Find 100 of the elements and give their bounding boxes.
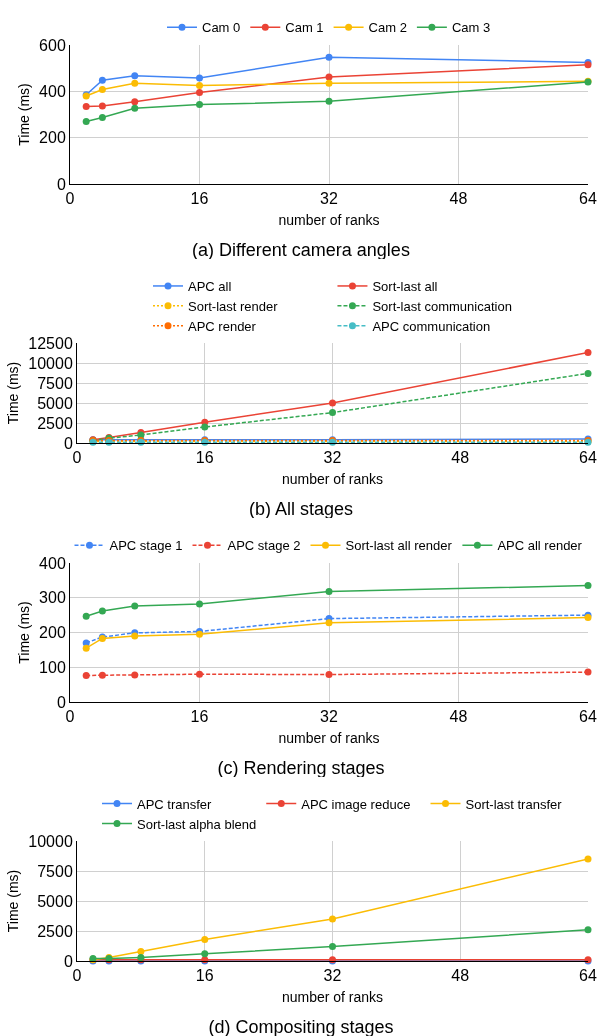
x-axis-title: number of ranks (278, 729, 380, 746)
x-tick-label: 48 (449, 708, 468, 726)
legend-label: Sort-last all render (345, 538, 453, 554)
point (98, 607, 106, 615)
y-tick-label: 200 (39, 129, 66, 147)
x-tick-label: 32 (323, 967, 342, 985)
y-tick-label: 7500 (37, 374, 73, 392)
legend-label: APC transfer (137, 796, 213, 812)
y-tick-label: 600 (39, 36, 66, 54)
y-tick-label: 400 (39, 82, 66, 100)
point (131, 104, 139, 112)
legend-label: Sort-last render (188, 298, 279, 314)
legend-label: Cam 1 (285, 20, 324, 36)
x-tick-label: 48 (451, 449, 470, 467)
point (196, 82, 203, 90)
point (131, 602, 139, 610)
point (98, 671, 106, 679)
x-axis-title: number of ranks (278, 211, 380, 228)
y-axis-title: Time (ms) (4, 869, 21, 933)
legend-label: Cam 2 (368, 20, 407, 36)
point (196, 88, 203, 96)
point (98, 76, 106, 84)
point (196, 670, 203, 678)
point (325, 79, 333, 87)
legend-label: APC image reduce (301, 796, 411, 812)
x-tick-label: 64 (579, 967, 597, 985)
x-tick-label: 16 (190, 708, 209, 726)
y-tick-label: 5000 (37, 892, 73, 910)
legend-label: Sort-last all (372, 279, 438, 295)
x-tick-label: 32 (323, 449, 342, 467)
y-axis-title: Time (ms) (15, 83, 32, 146)
point (137, 947, 145, 955)
point (131, 98, 139, 106)
y-tick-label: 2500 (37, 414, 73, 432)
x-tick-label: 64 (579, 449, 597, 467)
legend-label: Cam 0 (202, 20, 241, 36)
x-tick-label: 16 (195, 967, 214, 985)
legend-label: APC all (188, 279, 232, 295)
legend-label: Sort-last transfer (465, 796, 563, 812)
point (325, 53, 333, 61)
point (329, 399, 336, 407)
point (584, 349, 592, 357)
point (82, 102, 90, 110)
legend-label: APC stage 2 (227, 538, 301, 554)
legend-label: Sort-last communication (372, 298, 512, 314)
legend-label: APC render (188, 318, 257, 334)
x-tick-label: 64 (579, 708, 597, 726)
y-tick-label: 2500 (37, 922, 73, 940)
point (584, 582, 592, 590)
y-tick-label: 400 (39, 554, 66, 572)
point (196, 600, 203, 608)
point (325, 671, 333, 679)
y-tick-label: 200 (39, 624, 66, 642)
point (131, 79, 139, 87)
y-axis-title: Time (ms) (15, 601, 32, 664)
x-tick-label: 16 (190, 190, 209, 208)
point (131, 671, 139, 679)
point (131, 72, 139, 80)
point (82, 612, 90, 620)
y-tick-label: 0 (63, 952, 73, 970)
legend-label: APC stage 1 (109, 538, 183, 554)
point (325, 97, 333, 105)
x-axis-title: number of ranks (281, 470, 384, 487)
point (329, 943, 336, 951)
y-tick-label: 0 (56, 693, 66, 711)
point (201, 935, 209, 943)
y-tick-label: 12500 (28, 334, 73, 352)
point (325, 619, 333, 627)
x-tick-label: 32 (320, 708, 338, 726)
x-tick-label: 16 (195, 449, 214, 467)
x-tick-label: 64 (579, 190, 597, 208)
x-tick-label: 32 (320, 190, 338, 208)
legend-label: APC communication (372, 318, 491, 334)
point (196, 74, 203, 82)
point (196, 101, 203, 109)
point (329, 409, 336, 417)
y-tick-label: 0 (56, 175, 66, 193)
legend-label: Sort-last alpha blend (137, 816, 257, 832)
point (584, 855, 592, 863)
point (82, 672, 90, 680)
point (584, 926, 592, 934)
point (325, 588, 333, 595)
y-tick-label: 5000 (37, 394, 73, 412)
y-tick-label: 300 (39, 589, 66, 607)
y-tick-label: 0 (63, 434, 73, 452)
point (98, 114, 106, 122)
y-tick-label: 100 (39, 658, 66, 676)
point (584, 369, 592, 377)
legend-label: Cam 3 (451, 20, 491, 36)
y-tick-label: 10000 (28, 832, 73, 850)
point (98, 102, 106, 110)
point (82, 117, 90, 125)
point (82, 644, 90, 652)
y-tick-label: 10000 (28, 354, 73, 372)
point (98, 85, 106, 93)
legend-label: APC all render (497, 538, 583, 554)
y-tick-label: 7500 (37, 862, 73, 880)
point (201, 950, 209, 958)
x-axis-title: number of ranks (281, 988, 384, 1005)
x-tick-label: 48 (451, 967, 470, 985)
